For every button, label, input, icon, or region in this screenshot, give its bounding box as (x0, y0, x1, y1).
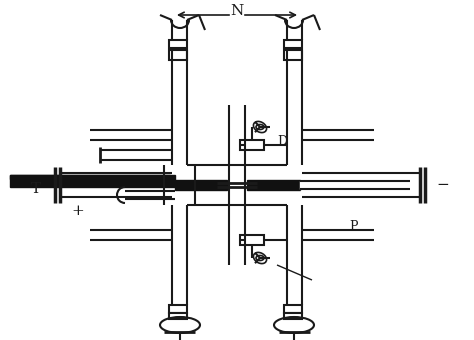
Text: P: P (349, 220, 357, 233)
Bar (284, 313, 302, 319)
Text: −: − (437, 178, 449, 192)
Bar (240, 235, 264, 245)
Bar (284, 305, 302, 313)
Polygon shape (10, 175, 170, 179)
Text: N: N (230, 4, 244, 18)
Text: T: T (30, 182, 41, 196)
Polygon shape (175, 180, 227, 190)
Polygon shape (10, 175, 175, 187)
Text: D: D (277, 135, 287, 148)
Bar (284, 40, 302, 48)
Bar (169, 305, 187, 313)
Polygon shape (300, 181, 410, 189)
Text: +: + (72, 204, 84, 218)
Polygon shape (247, 180, 300, 190)
Bar (240, 140, 264, 150)
Bar (169, 313, 187, 319)
Polygon shape (10, 181, 170, 183)
Bar (169, 40, 187, 48)
Bar (169, 50, 187, 60)
Bar (284, 50, 302, 60)
